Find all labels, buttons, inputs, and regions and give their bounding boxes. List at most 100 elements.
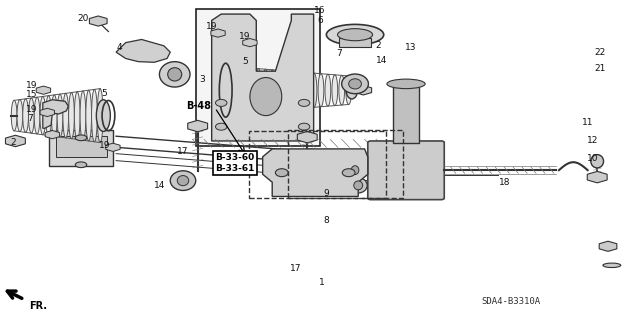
Text: 9: 9 — [323, 189, 329, 198]
Text: 15: 15 — [26, 91, 38, 100]
Ellipse shape — [17, 100, 23, 132]
Ellipse shape — [351, 166, 359, 175]
Ellipse shape — [216, 123, 227, 130]
Text: 10: 10 — [587, 154, 598, 163]
Ellipse shape — [591, 155, 604, 168]
Text: B-33-60
B-33-61: B-33-60 B-33-61 — [215, 154, 254, 173]
Ellipse shape — [337, 29, 372, 41]
Ellipse shape — [68, 92, 74, 139]
Ellipse shape — [603, 263, 621, 268]
Text: 7: 7 — [336, 49, 342, 58]
Ellipse shape — [346, 76, 351, 105]
Ellipse shape — [284, 71, 289, 109]
Ellipse shape — [170, 171, 196, 190]
Ellipse shape — [298, 100, 310, 106]
Ellipse shape — [304, 73, 310, 108]
Bar — [49, 130, 113, 166]
Text: 14: 14 — [154, 181, 165, 190]
Ellipse shape — [235, 67, 241, 114]
Ellipse shape — [168, 68, 182, 81]
Ellipse shape — [255, 69, 261, 112]
Text: 19: 19 — [99, 141, 110, 150]
Bar — [196, 9, 320, 146]
Ellipse shape — [347, 163, 363, 178]
Ellipse shape — [177, 176, 189, 186]
Ellipse shape — [76, 135, 87, 141]
Text: 22: 22 — [595, 48, 606, 57]
Text: 17: 17 — [290, 264, 301, 273]
Ellipse shape — [311, 73, 317, 107]
Ellipse shape — [325, 74, 331, 106]
Ellipse shape — [387, 79, 425, 89]
Ellipse shape — [34, 97, 40, 134]
FancyBboxPatch shape — [368, 141, 444, 200]
Ellipse shape — [86, 90, 92, 141]
Ellipse shape — [12, 100, 17, 131]
Bar — [56, 136, 106, 157]
Ellipse shape — [76, 162, 87, 168]
Ellipse shape — [57, 94, 63, 137]
Ellipse shape — [332, 75, 338, 106]
Text: 17: 17 — [177, 147, 189, 156]
Ellipse shape — [326, 24, 384, 45]
Ellipse shape — [342, 169, 355, 177]
Ellipse shape — [51, 95, 57, 136]
Text: SDA4-B3310A: SDA4-B3310A — [482, 297, 541, 306]
Text: 14: 14 — [376, 56, 387, 65]
Text: 19: 19 — [206, 22, 218, 31]
Text: FR.: FR. — [29, 301, 47, 311]
Bar — [248, 132, 386, 198]
Text: B-48: B-48 — [186, 101, 211, 111]
Ellipse shape — [45, 96, 51, 135]
Text: 2: 2 — [10, 138, 15, 147]
Text: 5: 5 — [102, 89, 108, 98]
Ellipse shape — [339, 76, 344, 105]
Text: 3: 3 — [199, 75, 205, 84]
Text: 19: 19 — [239, 32, 250, 41]
Text: 5: 5 — [242, 57, 248, 66]
Text: 2: 2 — [376, 41, 381, 50]
Bar — [339, 38, 371, 47]
Bar — [288, 130, 403, 198]
Ellipse shape — [28, 98, 34, 133]
Ellipse shape — [40, 96, 45, 135]
Polygon shape — [116, 39, 170, 62]
Text: 13: 13 — [404, 43, 416, 52]
Text: 4: 4 — [116, 43, 122, 52]
Ellipse shape — [97, 89, 103, 142]
Ellipse shape — [63, 93, 68, 138]
Text: 20: 20 — [77, 14, 89, 23]
Text: 1: 1 — [319, 278, 324, 287]
Text: 7: 7 — [27, 114, 33, 123]
Text: 11: 11 — [582, 118, 593, 127]
Ellipse shape — [297, 72, 303, 108]
Ellipse shape — [216, 100, 227, 106]
Ellipse shape — [249, 68, 255, 112]
Ellipse shape — [242, 68, 248, 113]
Text: 19: 19 — [26, 105, 38, 114]
Text: 19: 19 — [26, 81, 38, 90]
Ellipse shape — [269, 70, 275, 111]
Polygon shape — [212, 14, 314, 141]
Ellipse shape — [80, 91, 86, 140]
Ellipse shape — [23, 99, 28, 132]
Ellipse shape — [74, 92, 80, 140]
Ellipse shape — [159, 62, 190, 87]
Ellipse shape — [354, 181, 363, 190]
Text: 21: 21 — [595, 64, 606, 73]
Text: 6: 6 — [317, 16, 323, 25]
Ellipse shape — [228, 67, 234, 114]
Ellipse shape — [349, 178, 367, 193]
Ellipse shape — [342, 74, 369, 94]
Ellipse shape — [291, 71, 296, 109]
Ellipse shape — [298, 123, 310, 130]
Ellipse shape — [276, 70, 282, 110]
Ellipse shape — [275, 169, 288, 177]
Polygon shape — [262, 149, 368, 196]
Ellipse shape — [92, 89, 97, 142]
Ellipse shape — [262, 69, 268, 111]
Ellipse shape — [250, 77, 282, 116]
Bar — [394, 84, 419, 142]
Ellipse shape — [349, 79, 362, 89]
Text: 18: 18 — [499, 178, 511, 187]
